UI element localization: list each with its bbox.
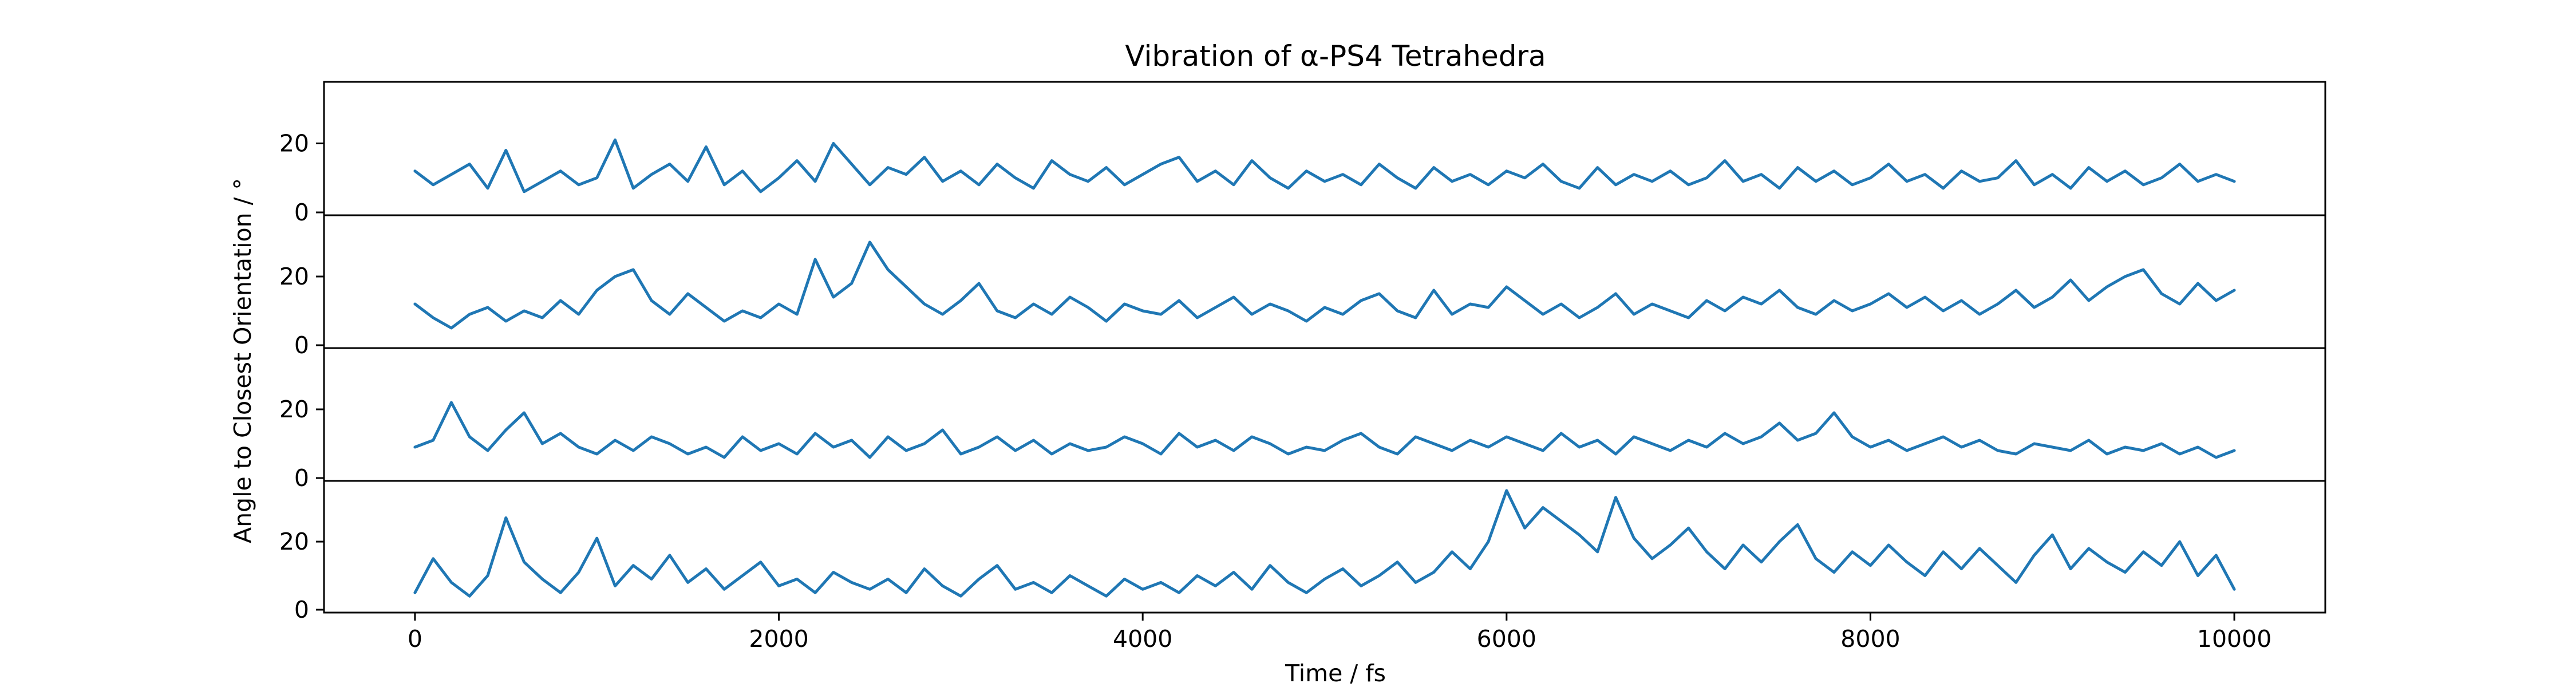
x-axis-label: Time / fs bbox=[1285, 660, 1386, 687]
x-tick-label-4: 8000 bbox=[1840, 625, 1900, 653]
series-line-2 bbox=[413, 240, 2236, 330]
y-tick-label-2-1: 20 bbox=[279, 263, 309, 290]
series-line-4 bbox=[413, 489, 2236, 598]
x-tick-label-3: 6000 bbox=[1477, 625, 1536, 653]
y-axis-label: Angle to Closest Orientation / ° bbox=[229, 178, 256, 543]
x-tick-label-1: 2000 bbox=[749, 625, 808, 653]
y-tick-label-3-0: 0 bbox=[294, 464, 309, 492]
x-tick-label-5: 10000 bbox=[2197, 625, 2271, 653]
panel-frame-1 bbox=[323, 81, 2326, 216]
chart-title: Vibration of α-PS4 Tetrahedra bbox=[1125, 40, 1546, 73]
panel-frame-4 bbox=[323, 480, 2326, 614]
x-tick-label-2: 4000 bbox=[1113, 625, 1172, 653]
series-line-3 bbox=[413, 401, 2236, 459]
y-tick-label-1-1: 20 bbox=[279, 129, 309, 157]
x-tick-label-0: 0 bbox=[408, 625, 422, 653]
y-tick-label-3-1: 20 bbox=[279, 396, 309, 423]
panel-frame-3 bbox=[323, 347, 2326, 482]
plot-area: 0 20 0 20 0 20 0 20 0 2000 4000 6000 8000 10000 bbox=[279, 81, 2326, 653]
y-tick-label-4-1: 20 bbox=[279, 528, 309, 555]
panel-frame-2 bbox=[323, 214, 2326, 349]
y-tick-label-4-0: 0 bbox=[294, 596, 309, 623]
y-tick-label-1-0: 0 bbox=[294, 199, 309, 226]
series-line-1 bbox=[413, 138, 2236, 194]
y-tick-label-2-0: 0 bbox=[294, 331, 309, 359]
